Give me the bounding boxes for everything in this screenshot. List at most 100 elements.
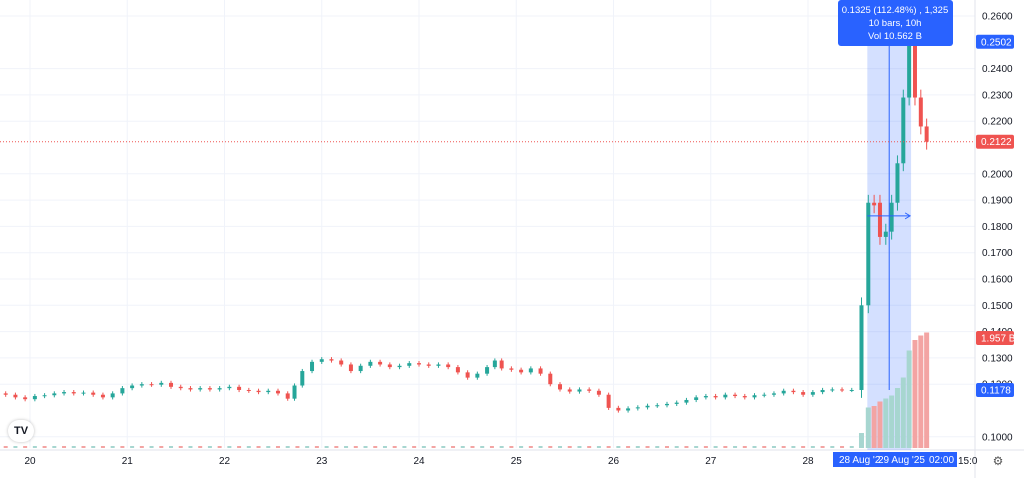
volume-bar-baseline [178, 446, 183, 448]
candle-6 [62, 392, 67, 394]
volume-bar-baseline [470, 446, 475, 448]
candle-98 [912, 41, 917, 98]
candle-60 [577, 389, 582, 392]
volume-bar-baseline [606, 446, 611, 448]
candle-13 [130, 385, 135, 389]
candle-57 [548, 373, 553, 385]
candle-19 [188, 388, 193, 390]
time-range-start: 28 Aug '2 [839, 455, 881, 466]
measure-tooltip-change: 0.1325 (112.48%) , 1,325 [842, 5, 949, 16]
volume-bar-baseline [363, 446, 368, 448]
volume-bar-baseline [120, 446, 125, 448]
candle-100 [924, 126, 929, 142]
volume-bar-baseline [577, 446, 582, 448]
price-tick-6: 0.1800 [982, 222, 1013, 233]
volume-bar-baseline [373, 446, 378, 448]
candle-58 [558, 384, 563, 390]
volume-bar-baseline [266, 446, 271, 448]
time-tick-0: 20 [24, 456, 36, 467]
price-tags: 0.2502 0.2122 0.1178 1.957 B [976, 34, 1016, 397]
candle-76 [733, 394, 738, 397]
volume-bar-baseline [149, 446, 154, 448]
candle-9 [91, 392, 96, 395]
volume-bar-baseline [451, 446, 456, 448]
volume-bar-8 [906, 350, 912, 448]
volume-bar-baseline [237, 446, 242, 448]
candle-4 [42, 395, 47, 397]
volume-bar-baseline [762, 446, 767, 448]
volume-bar-baseline [324, 446, 329, 448]
tradingview-logo-icon[interactable]: TV [8, 420, 34, 442]
candle-17 [169, 382, 174, 387]
candle-68 [655, 405, 660, 407]
volume-bar-baseline [655, 446, 660, 448]
volume-bar-9 [912, 340, 918, 448]
measure-tooltip-bg [838, 0, 953, 46]
price-tick-0: 0.2600 [982, 12, 1013, 23]
candle-38 [368, 361, 373, 366]
volume-bar-baseline [110, 446, 115, 448]
candle-66 [635, 407, 640, 409]
volume-bar-baseline [81, 446, 86, 448]
candle-95 [895, 163, 900, 203]
volume-bar-baseline [626, 446, 631, 448]
volume-bar-baseline [849, 446, 854, 448]
candle-11 [110, 393, 115, 398]
volume-bar-baseline [139, 446, 144, 448]
candle-85 [820, 389, 825, 393]
candle-5 [52, 393, 57, 396]
volume-bar-baseline [344, 446, 349, 448]
volume-bar-baseline [52, 446, 57, 448]
candle-88 [849, 389, 854, 391]
candle-73 [703, 396, 708, 398]
volume-bar-3 [877, 401, 883, 448]
volume-bar-baseline [548, 446, 553, 448]
candle-44 [426, 364, 431, 366]
candle-24 [237, 386, 242, 390]
volume-bar-baseline [412, 446, 417, 448]
candle-2 [23, 397, 28, 400]
volume-bar-baseline [159, 446, 164, 448]
volume-bar-baseline [3, 446, 8, 448]
time-range-end: 02:00 [929, 455, 954, 466]
volume-bar-baseline [664, 446, 669, 448]
candle-37 [358, 365, 363, 372]
time-tick-2: 22 [219, 456, 231, 467]
price-tick-4: 0.2000 [982, 169, 1013, 180]
volume-bar-7 [900, 377, 906, 448]
candle-71 [684, 399, 689, 403]
price-tick-9: 0.1500 [982, 301, 1013, 312]
time-tick-1: 21 [122, 456, 134, 467]
volume-bar-baseline [285, 446, 290, 448]
volume-bar-baseline [71, 446, 76, 448]
volume-bar-baseline [840, 446, 845, 448]
gear-icon[interactable]: ⚙ [992, 454, 1004, 468]
measure-low-label: 0.1178 [981, 385, 1011, 396]
volume-bar-baseline [616, 446, 621, 448]
candle-92 [877, 202, 882, 237]
volume-bar-baseline [645, 446, 650, 448]
volume-bar-baseline [684, 446, 689, 448]
candle-20 [198, 388, 203, 390]
candle-1 [13, 394, 18, 398]
volume-bar-baseline [100, 446, 105, 448]
candle-70 [674, 402, 679, 404]
volume-bar-baseline [13, 446, 18, 448]
volume-bar-baseline [810, 446, 815, 448]
price-tick-11: 0.1300 [982, 353, 1013, 364]
volume-bar-1 [865, 407, 871, 448]
volume-bar-baseline [674, 446, 679, 448]
volume-bar-baseline [567, 446, 572, 448]
time-range-bg [833, 452, 957, 467]
volume-bar-baseline [130, 446, 135, 448]
candle-97 [907, 41, 912, 98]
candle-16 [159, 382, 164, 385]
candle-41 [397, 365, 402, 368]
candle-65 [626, 408, 631, 411]
price-tick-8: 0.1600 [982, 275, 1013, 286]
candle-28 [275, 390, 280, 394]
volume-bar-baseline [489, 446, 494, 448]
time-tick-7: 27 [705, 456, 717, 467]
candle-48 [465, 372, 470, 378]
